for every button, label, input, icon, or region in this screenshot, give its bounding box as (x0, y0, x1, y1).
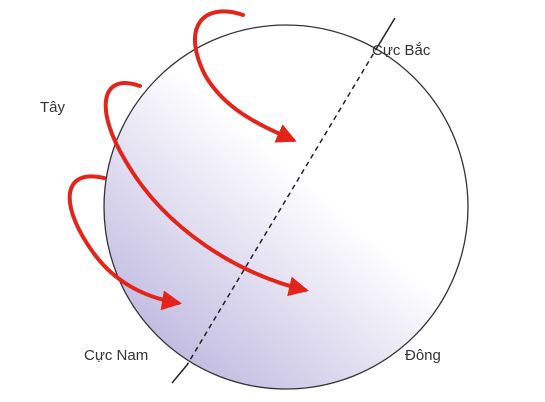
label-east: Đông (405, 347, 441, 364)
axis-bottom (172, 365, 187, 383)
label-north-pole: Cực Bắc (372, 42, 431, 59)
label-west: Tây (40, 99, 66, 116)
label-south-pole: Cực Nam (84, 347, 148, 364)
diagram: Cực Bắc Tây Cực Nam Đông (0, 0, 545, 402)
page: Cực Bắc Tây Cực Nam Đông (() => { const … (0, 0, 545, 402)
